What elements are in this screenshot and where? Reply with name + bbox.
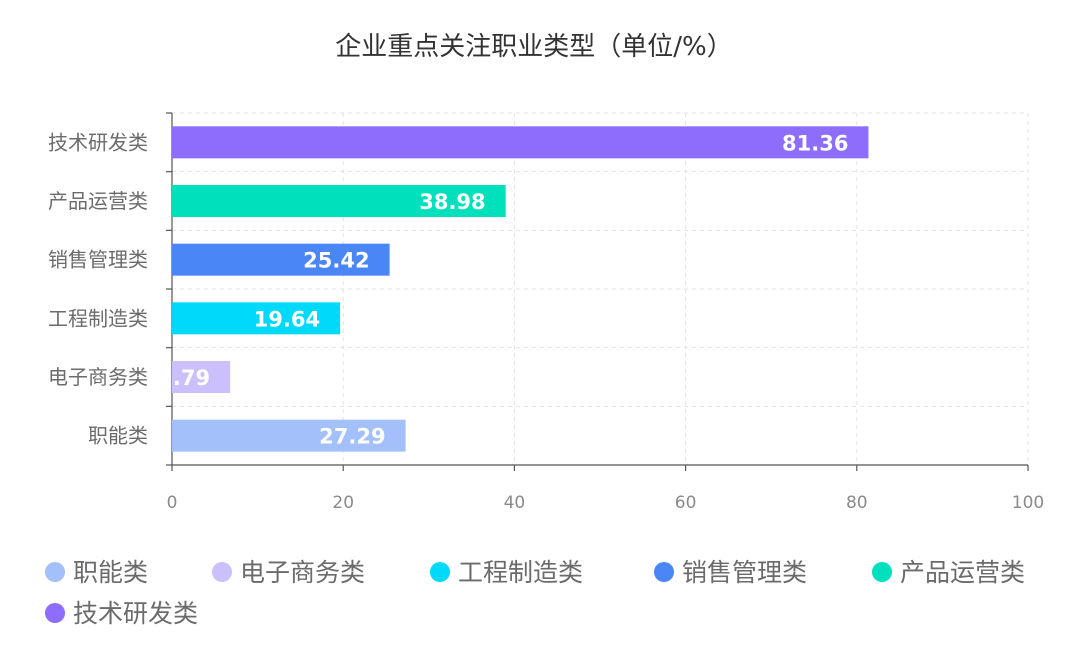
legend-label: 工程制造类 — [458, 558, 583, 587]
bar — [172, 419, 406, 452]
bar-value-label: 38.98 — [419, 190, 485, 214]
legend-label: 职能类 — [73, 558, 148, 587]
value-labels: 27.29 6.79 19.64 25.42 38.98 81.36 — [158, 131, 848, 449]
legend-marker — [45, 603, 65, 623]
category-label: 销售管理类 — [48, 248, 148, 272]
legend-label: 产品运营类 — [900, 558, 1025, 587]
bar — [172, 126, 869, 159]
chart-title: 企业重点关注职业类型（单位/%） — [335, 32, 732, 62]
bar-value-label: 6.79 — [158, 366, 210, 390]
legend-label: 技术研发类 — [73, 599, 198, 628]
x-tick-label: 0 — [167, 493, 178, 513]
x-tick-label: 40 — [504, 493, 526, 513]
category-label: 技术研发类 — [48, 130, 148, 154]
legend-marker — [872, 562, 892, 582]
legend-marker — [654, 562, 674, 582]
category-label: 电子商务类 — [48, 365, 148, 389]
axes — [166, 112, 1029, 471]
x-tick-label: 80 — [846, 493, 868, 513]
bar-value-label: 25.42 — [303, 249, 369, 273]
bar — [172, 243, 390, 276]
bar-value-label: 19.64 — [254, 307, 320, 331]
x-tick-label: 60 — [675, 493, 697, 513]
bar — [172, 302, 341, 335]
bars — [172, 126, 869, 452]
legend-marker — [212, 562, 232, 582]
legend-marker — [430, 562, 450, 582]
bar-value-label: 27.29 — [319, 425, 385, 449]
category-label: 工程制造类 — [48, 306, 148, 330]
grid — [172, 112, 1029, 465]
category-labels: 职能类 电子商务类 工程制造类 销售管理类 产品运营类 技术研发类 — [48, 130, 148, 447]
category-label: 职能类 — [88, 424, 148, 448]
x-tick-label: 20 — [332, 493, 354, 513]
bar-value-label: 81.36 — [782, 131, 848, 155]
legend-label: 电子商务类 — [240, 558, 365, 587]
legend-marker — [45, 562, 65, 582]
x-tick-label: 100 — [1012, 493, 1044, 513]
x-tick-labels: 0 20 40 60 80 100 — [167, 493, 1045, 513]
bar — [172, 361, 231, 393]
bar — [172, 185, 506, 217]
legend-label: 销售管理类 — [682, 558, 807, 587]
category-label: 产品运营类 — [48, 189, 148, 213]
